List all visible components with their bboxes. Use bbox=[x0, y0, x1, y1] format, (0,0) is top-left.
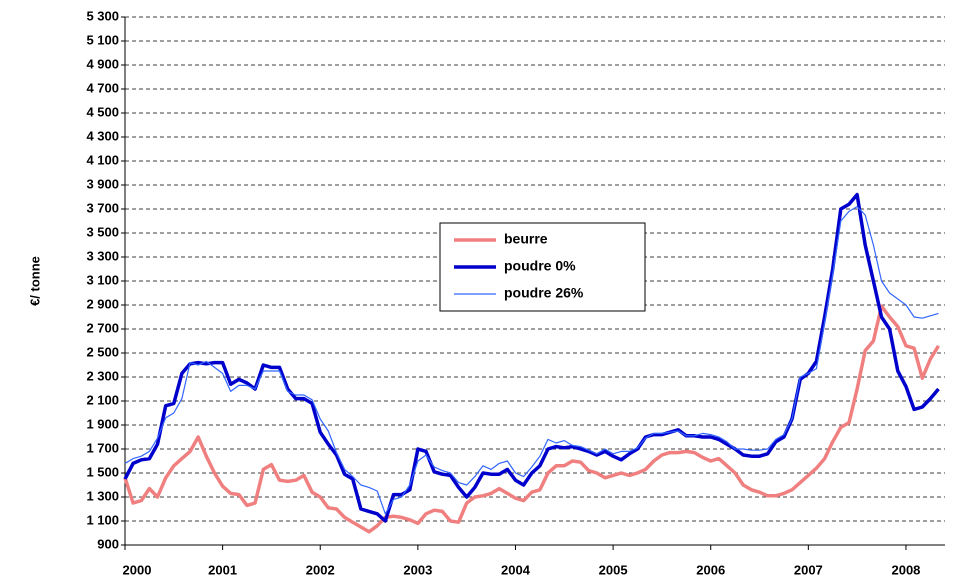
y-tick-label: 2 500 bbox=[86, 344, 119, 359]
y-tick-label: 3 900 bbox=[86, 176, 119, 191]
y-tick-label: 1 300 bbox=[86, 488, 119, 503]
y-tick-label: 1 100 bbox=[86, 512, 119, 527]
y-tick-label: 1 700 bbox=[86, 440, 119, 455]
y-tick-label: 4 300 bbox=[86, 128, 119, 143]
legend-label: poudre 0% bbox=[504, 258, 576, 274]
y-tick-label: 4 700 bbox=[86, 80, 119, 95]
y-axis-label: €/ tonne bbox=[27, 256, 42, 306]
y-tick-label: 2 300 bbox=[86, 368, 119, 383]
legend-label: poudre 26% bbox=[504, 285, 584, 301]
y-tick-label: 4 500 bbox=[86, 104, 119, 119]
x-tick-label: 2007 bbox=[794, 562, 823, 577]
legend: beurre poudre 0% poudre 26% bbox=[439, 222, 646, 312]
legend-label: beurre bbox=[504, 231, 548, 247]
x-tick-label: 2000 bbox=[123, 562, 152, 577]
y-tick-label: 1 900 bbox=[86, 416, 119, 431]
x-tick-label: 2003 bbox=[403, 562, 432, 577]
x-tick-label: 2006 bbox=[696, 562, 725, 577]
series-line bbox=[124, 206, 939, 515]
y-tick-label: 3 500 bbox=[86, 224, 119, 239]
y-tick-label: 1 500 bbox=[86, 464, 119, 479]
y-tick-label: 2 900 bbox=[86, 296, 119, 311]
x-tick-label: 2005 bbox=[599, 562, 628, 577]
y-tick-label: 2 100 bbox=[86, 392, 119, 407]
x-tick-label: 2002 bbox=[306, 562, 335, 577]
y-tick-label: 900 bbox=[97, 536, 119, 551]
y-tick-label: 4 900 bbox=[86, 56, 119, 71]
x-tick-label: 2004 bbox=[501, 562, 531, 577]
y-tick-label: 5 300 bbox=[86, 8, 119, 23]
x-tick-label: 2008 bbox=[891, 562, 920, 577]
y-tick-label: 3 100 bbox=[86, 272, 119, 287]
y-tick-label: 5 100 bbox=[86, 32, 119, 47]
series-line bbox=[123, 192, 940, 523]
y-tick-label: 3 300 bbox=[86, 248, 119, 263]
y-tick-label: 2 700 bbox=[86, 320, 119, 335]
series-line bbox=[123, 304, 940, 534]
y-tick-label: 3 700 bbox=[86, 200, 119, 215]
y-tick-label: 4 100 bbox=[86, 152, 119, 167]
x-tick-label: 2001 bbox=[208, 562, 237, 577]
